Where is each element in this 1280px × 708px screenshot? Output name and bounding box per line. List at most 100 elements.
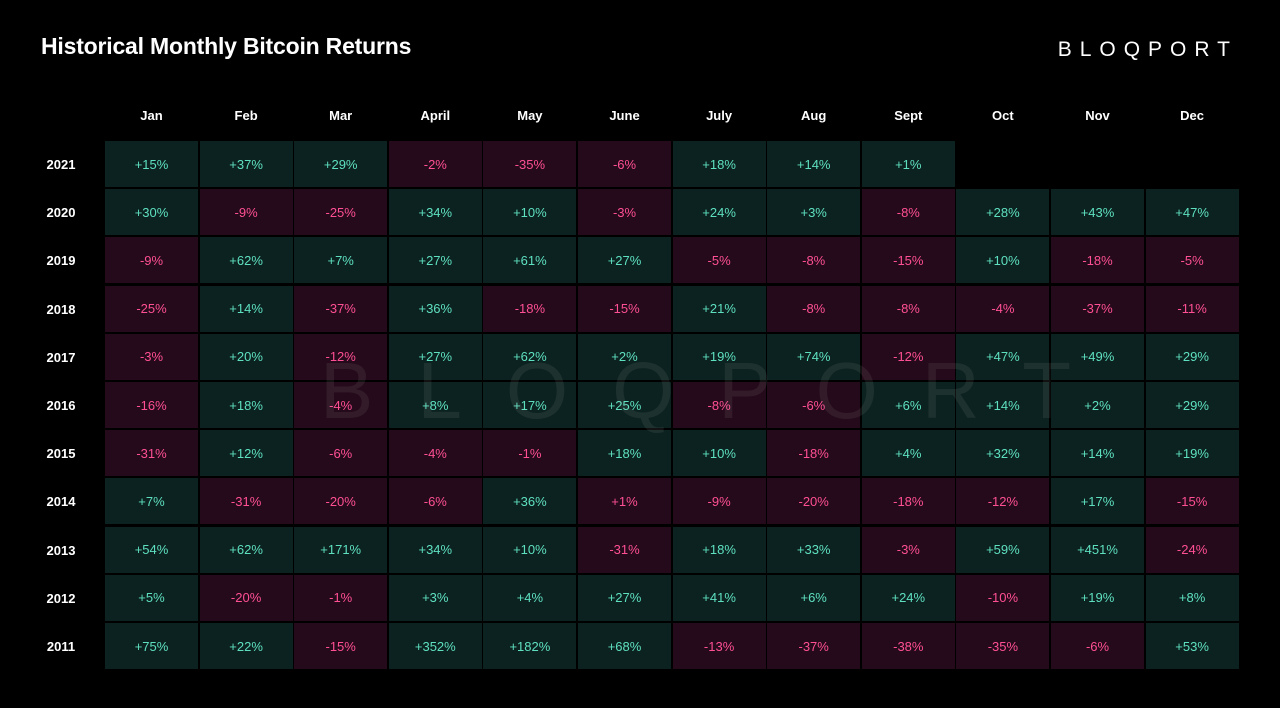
heatmap-cell: +3% xyxy=(388,574,482,621)
heatmap-cell: -9% xyxy=(105,237,198,284)
heatmap-cell: +62% xyxy=(199,237,293,284)
heatmap-cell: -25% xyxy=(294,189,388,236)
heatmap-cell: +6% xyxy=(861,382,955,428)
heatmap-cell: +36% xyxy=(388,285,482,332)
heatmap-cell: -16% xyxy=(105,382,198,428)
month-label-june: June xyxy=(609,108,640,123)
heatmap-cell: +62% xyxy=(483,333,577,380)
heatmap-cell: +29% xyxy=(294,141,388,187)
heatmap-cell: -3% xyxy=(578,189,671,236)
heatmap-cell: -20% xyxy=(199,574,293,621)
heatmap-cell: -37% xyxy=(1051,285,1144,332)
heatmap-cell: +47% xyxy=(956,333,1050,380)
heatmap-cell: +62% xyxy=(199,526,293,573)
heatmap-cell: +7% xyxy=(294,237,388,284)
heatmap-cell: -6% xyxy=(1051,623,1144,669)
heatmap-cell: +24% xyxy=(672,189,766,236)
heatmap-cell: -8% xyxy=(861,285,955,332)
heatmap-cell: +43% xyxy=(1051,189,1144,236)
heatmap-cell: -25% xyxy=(105,285,198,332)
heatmap-cell: +18% xyxy=(672,141,766,187)
heatmap-cell: -6% xyxy=(388,478,482,525)
heatmap-cell: -37% xyxy=(294,285,388,332)
year-label-2018: 2018 xyxy=(46,301,76,317)
heatmap-cell: +451% xyxy=(1051,526,1144,573)
heatmap-cell: +68% xyxy=(578,623,671,669)
heatmap-cell: -38% xyxy=(861,623,955,669)
heatmap-cell: +1% xyxy=(578,478,671,525)
heatmap-cell: +6% xyxy=(767,574,861,621)
heatmap-cell: -18% xyxy=(767,430,861,477)
heatmap-cell: +27% xyxy=(578,237,671,284)
heatmap-cell: +14% xyxy=(1051,430,1144,477)
year-label-2016: 2016 xyxy=(46,398,76,413)
heatmap-cell: +36% xyxy=(483,478,577,525)
year-label-2012: 2012 xyxy=(46,590,76,606)
heatmap-cell: +59% xyxy=(956,526,1050,573)
year-label-2014: 2014 xyxy=(46,494,76,510)
heatmap-cell: -8% xyxy=(767,285,861,332)
heatmap-cell: -12% xyxy=(956,478,1050,525)
heatmap-cell: -20% xyxy=(767,478,861,525)
heatmap-cell: +10% xyxy=(483,526,577,573)
heatmap-cell: -20% xyxy=(294,478,388,525)
heatmap-cell: -31% xyxy=(578,526,671,573)
heatmap-cell: +20% xyxy=(199,333,293,380)
heatmap-cell: +74% xyxy=(767,333,861,380)
month-label-april: April xyxy=(420,108,451,123)
heatmap-cell: +49% xyxy=(1051,333,1144,380)
heatmap-cell: +34% xyxy=(388,189,482,236)
heatmap-cell: +19% xyxy=(1145,430,1239,477)
heatmap-cell: +2% xyxy=(1051,382,1144,428)
heatmap-cell: +27% xyxy=(388,333,482,380)
heatmap-cell: -31% xyxy=(199,478,293,525)
heatmap-cell: +3% xyxy=(767,189,861,236)
heatmap-cell: +33% xyxy=(767,526,861,573)
month-label-oct: Oct xyxy=(992,108,1014,123)
heatmap-cell: +27% xyxy=(388,237,482,284)
heatmap-cell: +22% xyxy=(199,623,293,669)
heatmap-cell: -31% xyxy=(105,430,198,477)
month-label-dec: Dec xyxy=(1180,108,1205,123)
heatmap-cell: +32% xyxy=(956,430,1050,477)
heatmap-cell: +54% xyxy=(105,526,198,573)
heatmap-cell: +8% xyxy=(388,382,482,428)
heatmap-cell: +47% xyxy=(1145,189,1239,236)
heatmap-cell: +27% xyxy=(578,574,671,621)
heatmap-cell: -6% xyxy=(767,382,861,428)
heatmap-cell: -35% xyxy=(483,141,577,187)
month-label-jan: Jan xyxy=(140,108,163,123)
heatmap-cell: -35% xyxy=(956,623,1050,669)
heatmap-cell: -4% xyxy=(388,430,482,477)
year-label-2019: 2019 xyxy=(46,253,76,269)
heatmap-cell: +18% xyxy=(199,382,293,428)
year-label-2013: 2013 xyxy=(46,542,76,558)
heatmap-cell: -11% xyxy=(1145,285,1239,332)
heatmap-cell: -8% xyxy=(767,237,861,284)
heatmap-cell: -37% xyxy=(767,623,861,669)
heatmap-cell: +30% xyxy=(105,189,198,236)
heatmap-cell: +8% xyxy=(1145,574,1239,621)
heatmap-cell: -12% xyxy=(861,333,955,380)
heatmap-cell: -18% xyxy=(1051,237,1144,284)
heatmap-cell: +17% xyxy=(1051,478,1144,525)
month-label-aug: Aug xyxy=(801,108,827,123)
heatmap-cell: -10% xyxy=(956,574,1050,621)
heatmap-cell: -24% xyxy=(1145,526,1239,573)
heatmap-cell: +14% xyxy=(199,285,293,332)
heatmap-cell: +12% xyxy=(199,430,293,477)
heatmap-cell: -15% xyxy=(861,237,955,284)
year-label-2020: 2020 xyxy=(46,205,76,221)
heatmap-cell: +28% xyxy=(956,189,1050,236)
heatmap-cell: +4% xyxy=(483,574,577,621)
heatmap-cell: +10% xyxy=(672,430,766,477)
month-label-nov: Nov xyxy=(1085,108,1110,123)
month-label-mar: Mar xyxy=(329,108,353,123)
heatmap-cell: -12% xyxy=(294,333,388,380)
heatmap-cell: -15% xyxy=(294,623,388,669)
heatmap-cell: +37% xyxy=(199,141,293,187)
heatmap-cell: +25% xyxy=(578,382,671,428)
heatmap-cell: -9% xyxy=(672,478,766,525)
heatmap-cell: +17% xyxy=(483,382,577,428)
heatmap-cell: +18% xyxy=(672,526,766,573)
